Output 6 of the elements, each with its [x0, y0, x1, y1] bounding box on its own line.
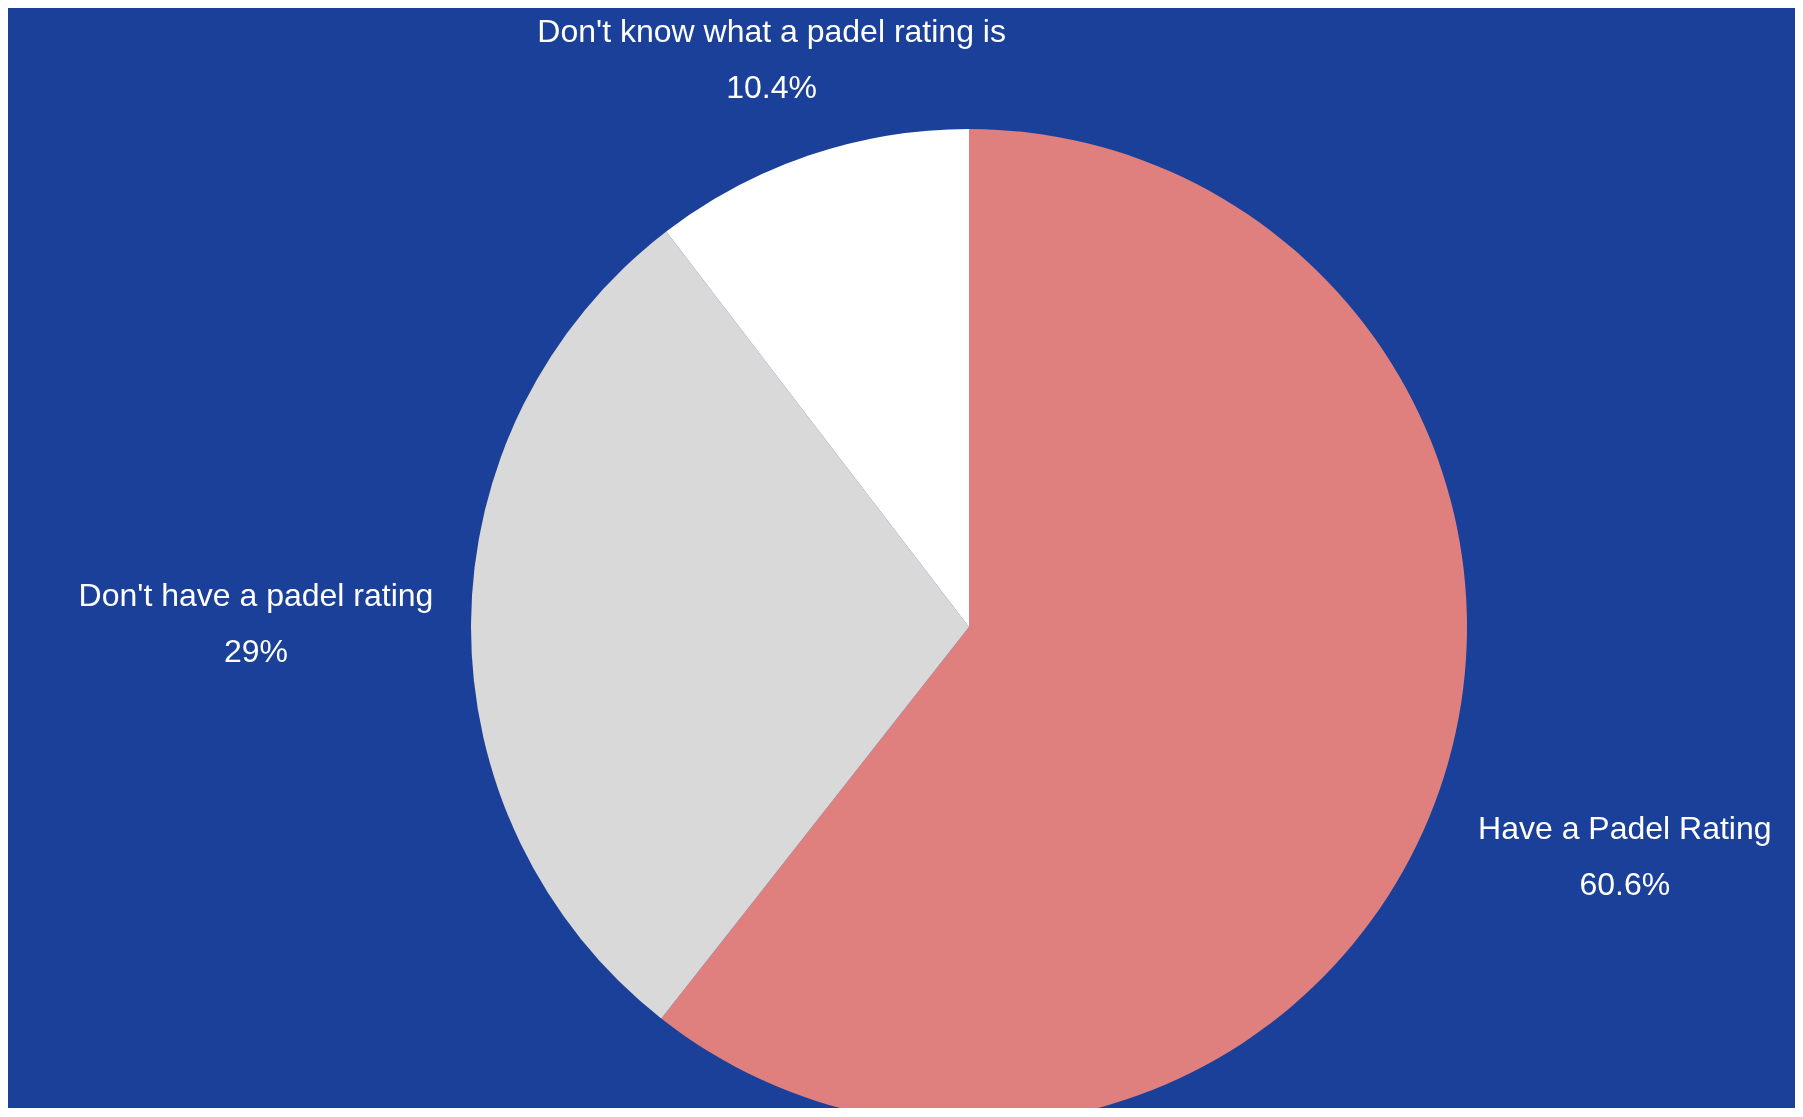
data-label: 60.6% [1579, 865, 1671, 902]
slice-label: Have a Padel Rating [1478, 809, 1772, 846]
slice-label: Don't know what a padel rating is [537, 13, 1006, 50]
data-label: 10.4% [726, 69, 818, 106]
data-label: 29% [223, 632, 289, 669]
slice-label: Don't have a padel rating [78, 576, 434, 613]
